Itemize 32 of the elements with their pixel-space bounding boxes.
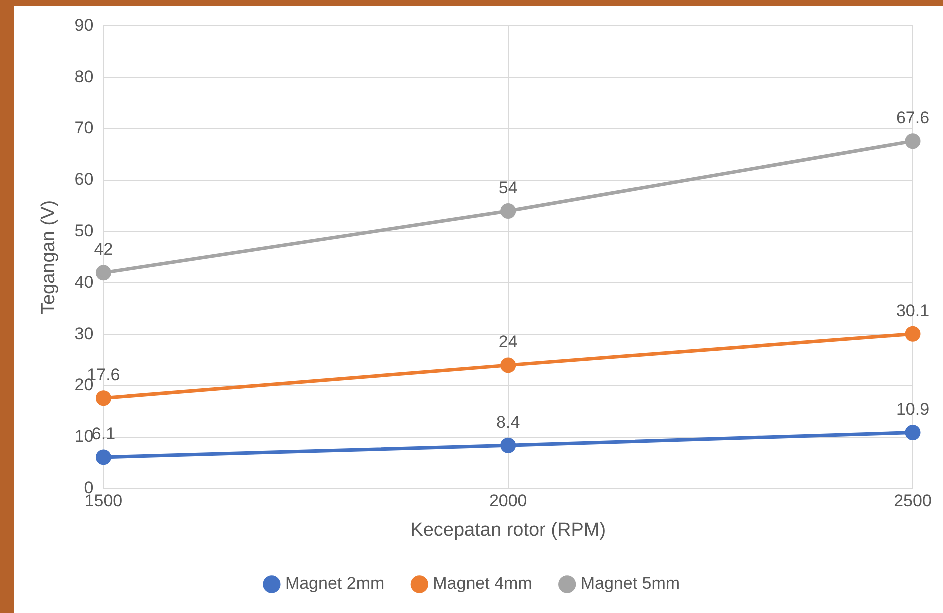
data-label: 42 — [94, 240, 114, 260]
legend-label: Magnet 5mm — [580, 574, 680, 594]
point — [500, 358, 516, 374]
y-tick-label: 90 — [74, 16, 94, 35]
point — [905, 326, 921, 342]
x-tick-label: 2500 — [894, 492, 932, 511]
y-tick-label: 10 — [74, 427, 94, 446]
data-label: 6.1 — [92, 424, 116, 444]
y-tick-label: 40 — [74, 272, 94, 292]
data-label: 67.6 — [896, 108, 930, 128]
point — [96, 450, 112, 466]
y-axis-title: Tegangan (V) — [38, 200, 60, 315]
data-label: 30.1 — [896, 301, 930, 320]
x-axis-title: Kecepatan rotor (RPM) — [410, 520, 606, 541]
point — [96, 265, 112, 281]
y-tick-label: 50 — [74, 221, 94, 240]
point — [500, 203, 516, 219]
point — [500, 438, 516, 454]
legend-label: Magnet 2mm — [285, 574, 385, 594]
y-tick-label: 80 — [74, 67, 94, 86]
point — [96, 390, 112, 406]
y-tick-label: 30 — [74, 324, 94, 344]
data-label: 8.4 — [496, 412, 520, 432]
data-label: 24 — [498, 332, 518, 352]
point — [905, 134, 921, 150]
x-tick-label: 2000 — [489, 492, 528, 511]
data-label: 54 — [498, 178, 518, 198]
legend-label: Magnet 4mm — [433, 574, 532, 594]
y-tick-label: 70 — [74, 118, 94, 138]
data-label: 10.9 — [896, 400, 930, 419]
point — [905, 425, 921, 441]
y-tick-label: 60 — [74, 170, 94, 190]
